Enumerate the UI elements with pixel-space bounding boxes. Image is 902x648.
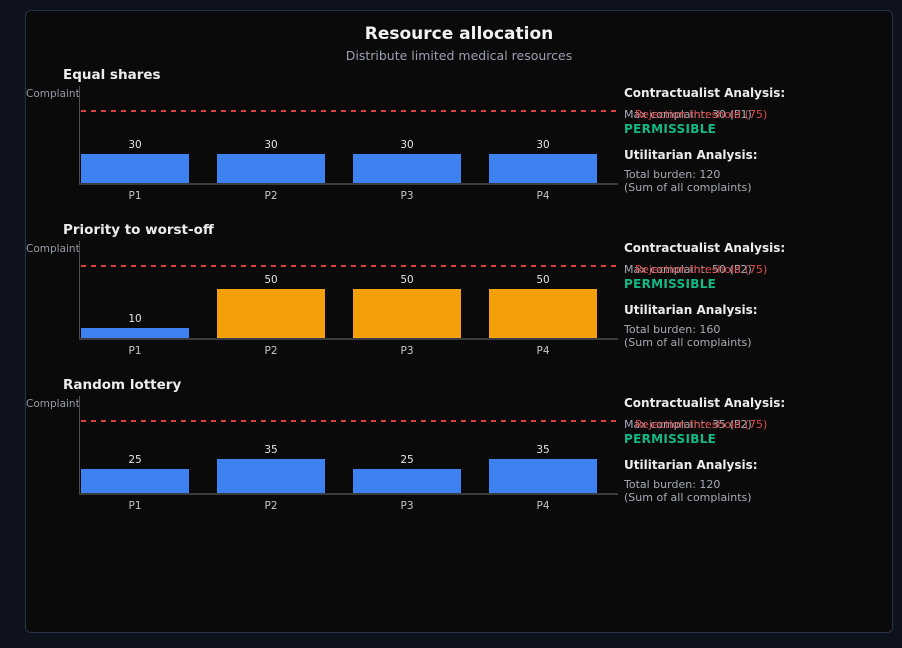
bar-value-label: 25 [128, 454, 142, 466]
rejection-threshold-line [81, 420, 618, 422]
verdict-text: PERMISSIBLE [624, 122, 717, 136]
x-tick-label: P3 [400, 500, 414, 512]
x-tick-label: P1 [128, 190, 142, 202]
max-complaint-text: Max complaint: 35 (P2) [624, 418, 752, 431]
total-burden-text: Total burden: 160 [624, 323, 721, 336]
bar-value-label: 35 [536, 444, 550, 456]
section-title: Priority to worst-off [63, 222, 214, 238]
x-tick-label: P4 [536, 345, 550, 357]
plot-area: 10 P1 50 P2 50 P3 50 P4 [79, 241, 618, 357]
bar [217, 154, 325, 183]
x-tick-label: P2 [264, 500, 278, 512]
max-complaint-text: Max complaint: 30 (P1) [624, 108, 752, 121]
rejection-threshold-label: Rejection threshold (75) [635, 418, 768, 431]
bar [217, 289, 325, 338]
verdict-text: PERMISSIBLE [624, 432, 717, 446]
bar [217, 459, 325, 493]
bar-value-label: 30 [400, 139, 414, 151]
y-axis-label: Complaint [26, 88, 80, 100]
section-title: Random lottery [63, 377, 182, 393]
bar [81, 328, 189, 338]
y-axis-label: Complaint [26, 398, 80, 410]
bar [81, 154, 189, 183]
bar [353, 289, 461, 338]
page-subtitle: Distribute limited medical resources [345, 48, 573, 63]
bar-value-label: 30 [536, 139, 550, 151]
bar-value-label: 30 [128, 139, 142, 151]
bar-value-label: 35 [264, 444, 278, 456]
y-axis-label: Complaint [26, 243, 80, 255]
max-complaint-text: Max complaint: 50 (P2) [624, 263, 752, 276]
bar [81, 469, 189, 493]
total-burden-text: Total burden: 120 [624, 168, 721, 181]
rejection-threshold-label: Rejection threshold (75) [635, 263, 768, 276]
verdict-text: PERMISSIBLE [624, 277, 717, 291]
contractualist-heading: Contractualist Analysis: [624, 86, 786, 100]
y-axis-line [79, 241, 80, 339]
x-tick-label: P3 [400, 190, 414, 202]
utilitarian-heading: Utilitarian Analysis: [624, 148, 758, 162]
bar-value-label: 50 [400, 274, 414, 286]
bar [353, 469, 461, 493]
x-axis-line [79, 183, 618, 185]
chart-panel: Resource allocation Distribute limited m… [25, 10, 893, 633]
contractualist-heading: Contractualist Analysis: [624, 241, 786, 255]
bar-value-label: 30 [264, 139, 278, 151]
rejection-threshold-line [81, 265, 618, 267]
burden-note: (Sum of all complaints) [624, 181, 752, 194]
x-axis-line [79, 338, 618, 340]
burden-note: (Sum of all complaints) [624, 336, 752, 349]
chart-section-1: Equal shares Complaint 30 P1 30 P2 30 P3 30 P4 Con… [26, 67, 892, 217]
x-axis-line [79, 493, 618, 495]
bar-value-label: 50 [264, 274, 278, 286]
x-tick-label: P1 [128, 345, 142, 357]
utilitarian-heading: Utilitarian Analysis: [624, 303, 758, 317]
plot-area: 25 P1 35 P2 25 P3 35 P4 [79, 396, 618, 512]
bar-value-label: 25 [400, 454, 414, 466]
chart-section-3: Random lottery Complaint 25 P1 35 P2 25 P3 35 P4 C… [26, 377, 892, 527]
contractualist-heading: Contractualist Analysis: [624, 396, 786, 410]
bar-value-label: 10 [128, 313, 142, 325]
section-title: Equal shares [63, 67, 161, 83]
bar [489, 154, 597, 183]
x-tick-label: P2 [264, 345, 278, 357]
bar [489, 289, 597, 338]
x-tick-label: P1 [128, 500, 142, 512]
y-axis-line [79, 86, 80, 184]
x-tick-label: P3 [400, 345, 414, 357]
rejection-threshold-line [81, 110, 618, 112]
x-tick-label: P2 [264, 190, 278, 202]
bar [489, 459, 597, 493]
total-burden-text: Total burden: 120 [624, 478, 721, 491]
bar-value-label: 50 [536, 274, 550, 286]
chart-section-2: Priority to worst-off Complaint 10 P1 50 P2 50… [26, 222, 892, 372]
page-title: Resource allocation [364, 24, 554, 44]
burden-note: (Sum of all complaints) [624, 491, 752, 504]
rejection-threshold-label: Rejection threshold (75) [635, 108, 768, 121]
x-tick-label: P4 [536, 500, 550, 512]
x-tick-label: P4 [536, 190, 550, 202]
plot-area: 30 P1 30 P2 30 P3 30 P4 [79, 86, 618, 202]
bar [353, 154, 461, 183]
y-axis-line [79, 396, 80, 494]
utilitarian-heading: Utilitarian Analysis: [624, 458, 758, 472]
